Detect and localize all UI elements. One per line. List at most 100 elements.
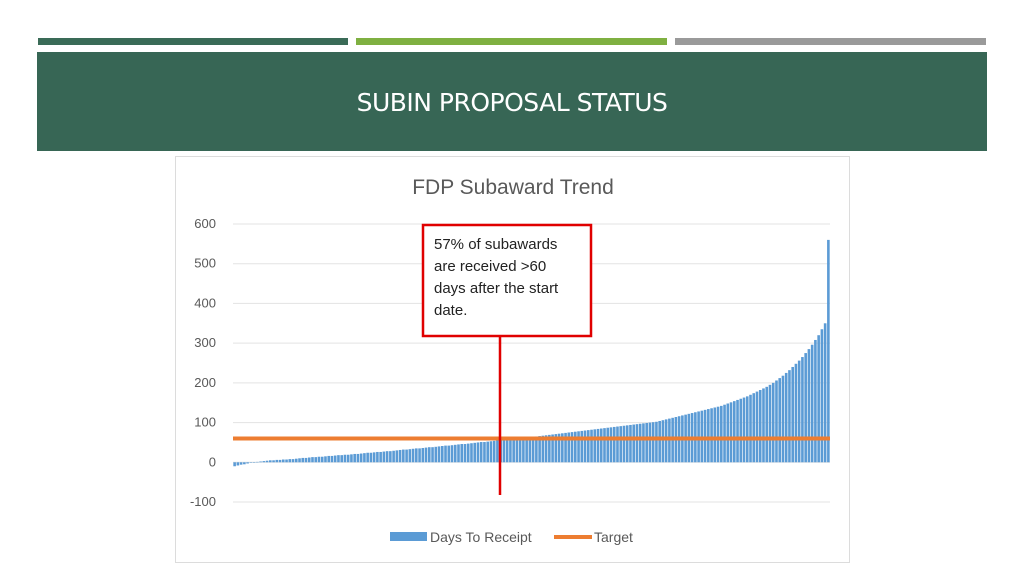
legend-label-target: Target — [594, 529, 633, 545]
chart-bar — [651, 422, 655, 463]
chart-bar — [444, 445, 447, 463]
accent-stripe-green — [356, 38, 667, 45]
chart-bar — [784, 372, 788, 463]
chart-bar — [272, 460, 275, 463]
chart-bar — [635, 424, 639, 463]
chart-bar — [541, 435, 545, 463]
subaward-trend-chart: FDP Subaward Trend 600 500 400 300 200 100 0 -1… — [190, 176, 830, 545]
chart-bar — [337, 455, 340, 463]
chart-bar — [281, 459, 285, 463]
chart-bar — [778, 378, 782, 463]
chart-bar — [745, 396, 749, 463]
chart-bar — [356, 453, 360, 463]
chart-bar — [486, 441, 489, 463]
chart-bar — [463, 444, 467, 463]
chart-bar — [294, 458, 298, 463]
chart-bar — [797, 360, 801, 463]
chart-bar — [736, 399, 739, 463]
chart-bar — [301, 457, 305, 463]
slide-title: SUBIN PROPOSAL STATUS — [356, 88, 668, 117]
chart-bar — [531, 436, 535, 463]
chart-bar — [758, 390, 762, 463]
accent-stripe-dark — [38, 38, 348, 45]
chart-bar — [473, 442, 477, 463]
chart-bar — [765, 386, 769, 463]
chart-bar — [395, 450, 399, 463]
chart-bar — [350, 454, 353, 463]
chart-bar — [252, 462, 256, 463]
chart-bar — [817, 335, 820, 463]
chart-bar — [307, 457, 311, 463]
chart-bar — [791, 366, 794, 463]
chart-bar — [629, 424, 632, 463]
chart-bar — [551, 434, 554, 463]
chart-bar — [392, 450, 395, 463]
chart-bar — [732, 401, 736, 463]
chart-bar — [476, 442, 480, 463]
chart-bar — [340, 455, 343, 463]
chart-bar — [538, 436, 541, 463]
chart-bar — [749, 394, 752, 463]
chart-bar — [567, 432, 571, 463]
chart-bar — [544, 435, 548, 463]
chart-bar — [726, 403, 730, 463]
chart-bar — [320, 456, 324, 463]
chart-bar — [788, 370, 791, 463]
chart-bar — [246, 462, 249, 464]
chart-bar — [522, 437, 525, 463]
chart-bar — [470, 443, 473, 463]
chart-bar — [603, 428, 606, 463]
chart-bar — [561, 433, 564, 463]
chart-bar — [479, 442, 483, 463]
chart-bar — [233, 462, 236, 467]
chart-bar — [525, 437, 528, 463]
chart-bar — [415, 448, 418, 463]
chart-bar — [343, 454, 347, 463]
chart-bar — [583, 430, 587, 463]
chart-bar — [781, 375, 785, 463]
chart-bar — [574, 431, 577, 463]
chart-bar — [557, 433, 561, 463]
chart-bar — [518, 438, 522, 463]
chart-bar — [269, 460, 272, 463]
chart-bar — [239, 462, 243, 465]
chart-bar — [570, 432, 574, 463]
chart-bar — [515, 438, 519, 463]
chart-bar — [528, 436, 532, 463]
chart-bar — [599, 428, 603, 463]
chart-bar — [379, 451, 382, 463]
chart-bar — [421, 447, 425, 463]
chart-bar — [418, 448, 421, 463]
chart-bar — [453, 444, 457, 463]
chart-bar — [243, 462, 246, 465]
chart-bar — [398, 449, 402, 463]
chart-bar — [333, 455, 337, 463]
chart-bar — [823, 323, 827, 463]
chart-bar — [363, 453, 366, 463]
y-tick-label: 300 — [194, 335, 216, 350]
chart-bar — [810, 344, 814, 463]
chart-bar — [713, 407, 717, 463]
chart-title: FDP Subaward Trend — [412, 176, 614, 199]
chart-bar — [285, 459, 288, 463]
chart-bar — [827, 239, 830, 463]
chart-bar — [437, 446, 441, 463]
chart-bar — [402, 449, 405, 463]
chart-bar — [554, 434, 558, 463]
chart-bar — [775, 380, 778, 463]
chart-bar — [512, 438, 515, 463]
chart-bar — [249, 462, 253, 463]
chart-bar — [612, 426, 616, 463]
chart-bar — [262, 461, 266, 463]
chart-bar — [723, 404, 726, 463]
chart-bar — [593, 429, 597, 463]
chart-bar — [408, 449, 412, 463]
chart-bar — [431, 447, 434, 463]
y-tick-label: 0 — [209, 454, 216, 469]
chart-bar — [275, 459, 279, 463]
chart-bar — [820, 329, 824, 463]
chart-bar — [622, 425, 626, 463]
chart-bar — [638, 423, 642, 463]
chart-bar — [609, 427, 613, 463]
chart-bar — [720, 405, 723, 463]
